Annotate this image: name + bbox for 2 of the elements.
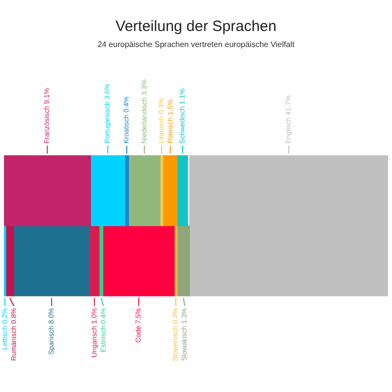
text: Verteilung der Sprachen bbox=[116, 18, 276, 36]
text: 24 europäische Sprachen vertreten europäische Vielfalt bbox=[98, 40, 296, 50]
